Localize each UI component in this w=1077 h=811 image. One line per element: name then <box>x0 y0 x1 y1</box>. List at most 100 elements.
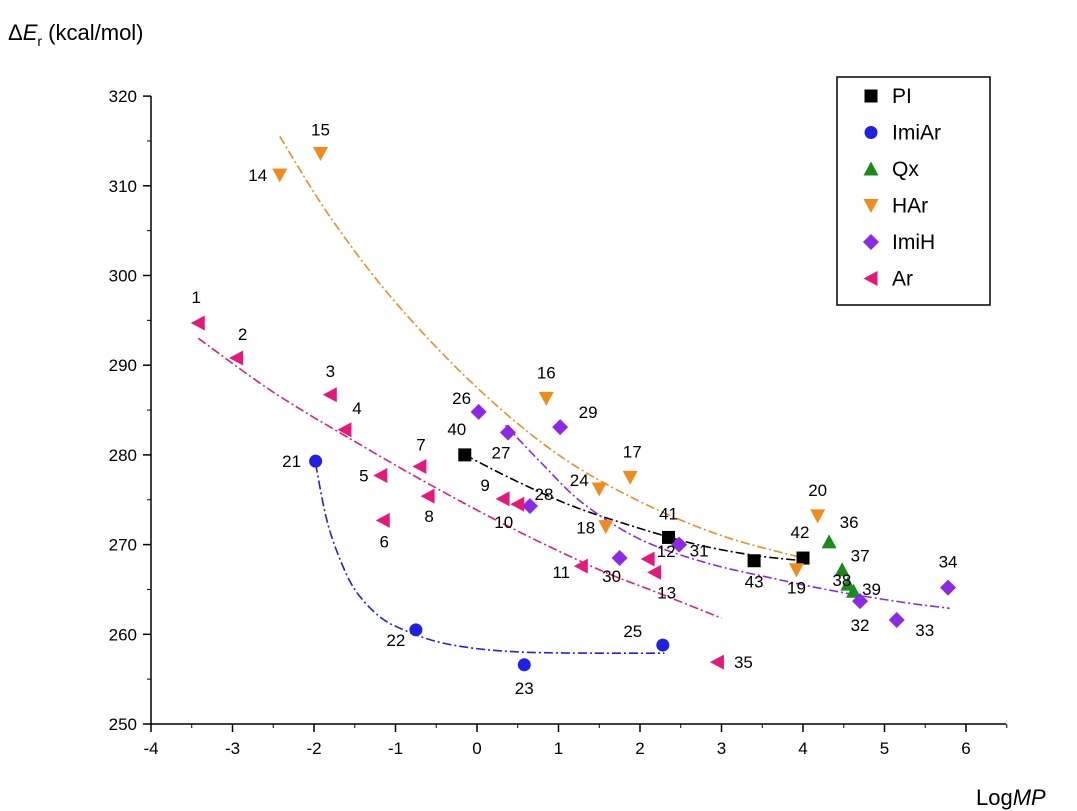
point-ar-3 <box>322 387 337 403</box>
point-label-31: 31 <box>690 542 709 561</box>
legend-label-ar: Ar <box>892 268 913 291</box>
fit-curve-imih <box>504 424 950 610</box>
point-label-29: 29 <box>579 403 598 422</box>
data-points <box>190 147 957 672</box>
x-axis-title: LogMP <box>976 785 1046 810</box>
x-tick-label: -1 <box>388 739 403 758</box>
x-tick-label: -3 <box>225 739 240 758</box>
legend-label-pi: PI <box>892 85 912 108</box>
y-tick-label: 250 <box>109 715 137 734</box>
x-tick-label: -4 <box>143 739 158 758</box>
point-imih-34 <box>940 579 957 596</box>
point-label-28: 28 <box>535 485 554 504</box>
y-axis-title-unit: (kcal/mol) <box>42 20 143 45</box>
y-ticks: 250 260 270 280 290 300 310 320 <box>109 87 151 734</box>
point-label-19: 19 <box>787 579 806 598</box>
x-tick-label: 6 <box>961 739 970 758</box>
point-label-15: 15 <box>311 121 330 140</box>
fit-curve-ar <box>197 337 722 619</box>
point-label-10: 10 <box>494 513 513 532</box>
legend-marker-imiar <box>864 126 878 139</box>
point-label-7: 7 <box>416 436 425 455</box>
x-tick-label: 2 <box>635 739 644 758</box>
legend-label-imih: ImiH <box>892 231 935 254</box>
fit-curve-pi <box>464 454 804 562</box>
point-har-24 <box>591 482 607 497</box>
point-label-20: 20 <box>808 481 827 500</box>
legend-label-qx: Qx <box>892 158 919 181</box>
point-har-16 <box>538 391 554 406</box>
fit-curve-har <box>279 136 804 559</box>
x-tick-label: -2 <box>306 739 321 758</box>
point-imih-32 <box>852 593 869 610</box>
point-ar-13 <box>647 564 662 580</box>
fit-curve-imiar <box>314 463 665 655</box>
point-ar-1 <box>190 315 205 331</box>
point-label-40: 40 <box>447 420 466 439</box>
point-qx-36 <box>821 534 837 549</box>
point-label-16: 16 <box>537 363 556 382</box>
point-imih-30 <box>611 550 628 567</box>
point-har-20 <box>810 509 826 524</box>
point-qx-38 <box>840 576 856 591</box>
point-label-4: 4 <box>352 399 361 418</box>
legend-marker-ar <box>863 271 878 286</box>
point-label-23: 23 <box>515 679 534 698</box>
point-label-11: 11 <box>552 563 570 582</box>
point-har-19 <box>788 563 804 578</box>
point-har-18 <box>598 520 614 535</box>
point-label-6: 6 <box>380 532 389 551</box>
y-tick-label: 270 <box>109 536 137 555</box>
point-label-24: 24 <box>570 471 589 490</box>
point-ar-35 <box>709 654 724 670</box>
x-tick-label: 5 <box>880 739 889 758</box>
point-label-30: 30 <box>602 567 621 586</box>
point-imih-29 <box>552 419 569 436</box>
point-label-41: 41 <box>659 504 678 523</box>
point-label-9: 9 <box>480 476 489 495</box>
point-label-26: 26 <box>452 389 471 408</box>
point-ar-2 <box>229 350 244 366</box>
point-ar-8 <box>420 488 435 504</box>
point-label-22: 22 <box>386 631 405 650</box>
legend-label-imiar: ImiAr <box>892 122 941 145</box>
x-axis-title-variable: MP <box>1013 785 1046 810</box>
point-label-32: 32 <box>851 616 870 635</box>
point-imiar-23 <box>517 658 531 672</box>
legend-box <box>836 76 991 306</box>
y-tick-label: 300 <box>109 267 137 286</box>
point-label-14: 14 <box>248 166 267 185</box>
x-tick-label: 1 <box>554 739 563 758</box>
point-label-37: 37 <box>851 547 870 566</box>
legend-marker-har <box>863 199 879 213</box>
x-tick-label: 0 <box>472 739 481 758</box>
point-ar-4 <box>337 422 352 438</box>
x-tick-label: 3 <box>717 739 726 758</box>
point-label-21: 21 <box>282 452 301 471</box>
point-label-35: 35 <box>734 653 753 672</box>
y-tick-label: 290 <box>109 356 137 375</box>
point-label-18: 18 <box>576 519 595 538</box>
point-imih-26 <box>470 403 487 420</box>
point-ar-5 <box>373 468 388 484</box>
point-har-17 <box>622 470 638 485</box>
point-label-8: 8 <box>424 507 433 526</box>
point-label-39: 39 <box>862 580 881 599</box>
point-pi-42 <box>796 551 810 565</box>
legend-marker-imih <box>863 234 879 250</box>
point-pi-40 <box>458 448 472 462</box>
point-qx-37 <box>834 562 850 577</box>
x-axis-title-prefix: Log <box>976 785 1013 810</box>
point-imiar-22 <box>409 623 423 637</box>
point-label-42: 42 <box>791 523 810 542</box>
point-label-17: 17 <box>623 442 642 461</box>
legend-marker-pi <box>864 89 878 103</box>
point-label-38: 38 <box>832 571 851 590</box>
y-axis-title-subscript: r <box>37 33 42 49</box>
y-tick-label: 310 <box>109 177 137 196</box>
y-tick-label: 320 <box>109 87 137 106</box>
point-label-13: 13 <box>657 583 676 602</box>
point-imih-28 <box>521 498 538 515</box>
